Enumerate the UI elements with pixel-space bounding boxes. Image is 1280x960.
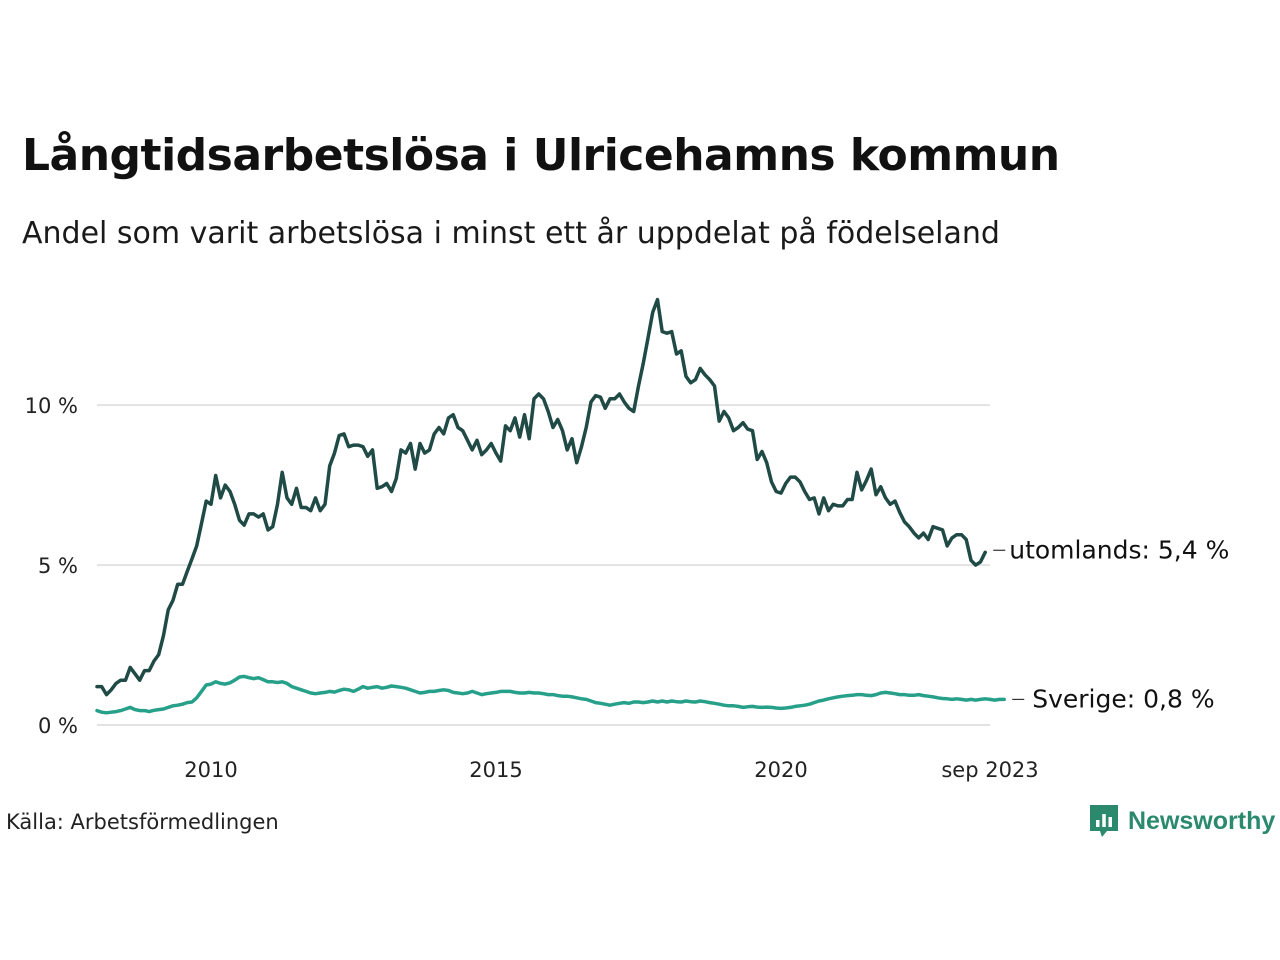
series-line-utomlands [95, 297, 987, 697]
x-tick-label: sep 2023 [941, 758, 1038, 782]
gridlines [97, 404, 990, 726]
series-end-labels: utomlands: 5,4 % Sverige: 0,8 % [993, 535, 1229, 713]
x-tick-label: 2010 [184, 758, 237, 782]
source-note: Källa: Arbetsförmedlingen [6, 810, 279, 834]
chart-title: Långtidsarbetslösa i Ulricehamns kommun [22, 130, 1060, 181]
newsworthy-logo-icon [1090, 805, 1118, 837]
x-tick-label: 2015 [469, 758, 522, 782]
series-end-label-utomlands: utomlands: 5,4 % [1009, 535, 1229, 564]
series-end-label-sverige: Sverige: 0,8 % [1032, 684, 1214, 713]
series-line-sverige [95, 674, 1006, 715]
x-axis-ticks: 2010 2015 2020 sep 2023 [184, 758, 1038, 782]
chart-subtitle: Andel som varit arbetslösa i minst ett å… [22, 216, 1000, 251]
y-tick-label: 5 % [38, 554, 78, 578]
y-tick-label: 0 % [38, 714, 78, 738]
brand-logo[interactable]: Newsworthy [1088, 803, 1275, 839]
series-lines [95, 297, 1006, 715]
x-tick-label: 2020 [754, 758, 807, 782]
brand-name: Newsworthy [1128, 806, 1276, 835]
y-axis-ticks: 0 % 5 % 10 % [25, 394, 78, 738]
y-tick-label: 10 % [25, 394, 78, 418]
